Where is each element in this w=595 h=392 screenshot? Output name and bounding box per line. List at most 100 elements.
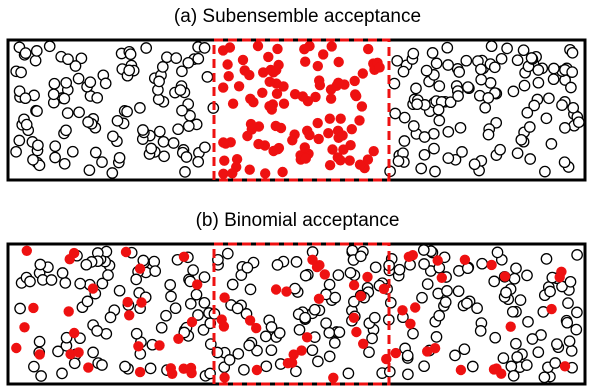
accepted-particle [178,251,190,262]
particle [462,81,474,93]
particle [96,277,109,290]
accepted-particle [218,321,230,332]
accepted-particle [436,272,447,283]
particle [130,273,143,286]
accepted-particle [333,77,344,88]
particle [479,101,492,114]
particle [49,151,61,164]
particle [515,133,528,146]
panel-b-particles [11,244,583,384]
particle [461,297,473,310]
particle [33,335,46,348]
particle [273,327,286,339]
particle [488,61,501,74]
particle [551,338,563,350]
particle [87,346,99,359]
particle [415,162,428,175]
particle [526,333,539,345]
accepted-particle [227,98,239,109]
accepted-particle [318,49,329,60]
particle [439,296,452,308]
accepted-particle [270,120,281,132]
accepted-particle [346,124,357,135]
particle [145,142,158,155]
accepted-particle [251,364,263,376]
particle [179,166,191,178]
particle [231,302,244,315]
accepted-particle [224,42,236,53]
particle [74,277,87,290]
accepted-particle [374,62,385,73]
accepted-particle [186,316,198,328]
particle [514,294,527,306]
accepted-particle [244,164,255,175]
particle [58,157,71,170]
accepted-particle [222,59,233,70]
particle [201,71,214,83]
particle [511,147,524,160]
particle [558,156,571,169]
accepted-particle [355,290,366,302]
particle [244,283,257,296]
particle [510,337,522,350]
particle [511,54,524,67]
particle [417,244,430,256]
particle [130,327,143,340]
particle [565,345,578,357]
particle [182,120,195,132]
accepted-particle [264,76,275,87]
accepted-particle [459,254,471,265]
accepted-particle [312,117,323,129]
particle [430,57,443,70]
particle [56,267,69,279]
particle [323,350,336,363]
accepted-particle [354,115,365,126]
accepted-particle [277,166,288,178]
particle [428,142,440,155]
particle [460,54,473,67]
particle [20,118,33,131]
particle [407,120,420,132]
particle [15,66,27,79]
particle [564,275,577,288]
accepted-particle [223,71,234,82]
accepted-particle [554,272,565,283]
particle [60,331,73,344]
accepted-particle [313,133,324,145]
accepted-particle [368,146,379,157]
particle [418,360,430,373]
accepted-particle [165,363,176,374]
accepted-particle [257,87,268,98]
particle [452,90,464,102]
particle [522,315,534,328]
accepted-particle [390,347,401,359]
accepted-particle [405,318,416,329]
particle [418,148,431,161]
accepted-particle [499,271,511,282]
particle [505,360,518,373]
particle [238,363,250,376]
accepted-particle [219,292,230,303]
particle [31,105,43,117]
particle [398,135,411,147]
accepted-particle [69,327,80,339]
particle [164,279,177,291]
particle [547,62,560,75]
accepted-particle [271,88,283,99]
accepted-particle [233,81,245,92]
particle [391,54,404,67]
particle [81,295,94,308]
accepted-particle [307,254,318,265]
particle [528,99,541,112]
particle [153,75,165,88]
particle [323,326,336,339]
accepted-particle [348,312,360,323]
particle [416,291,428,304]
particle [45,274,58,286]
accepted-particle [299,142,310,153]
accepted-particle [325,93,337,104]
particle [113,284,126,297]
accepted-particle [272,43,283,55]
accepted-particle [63,306,74,317]
accepted-particle [429,343,441,354]
